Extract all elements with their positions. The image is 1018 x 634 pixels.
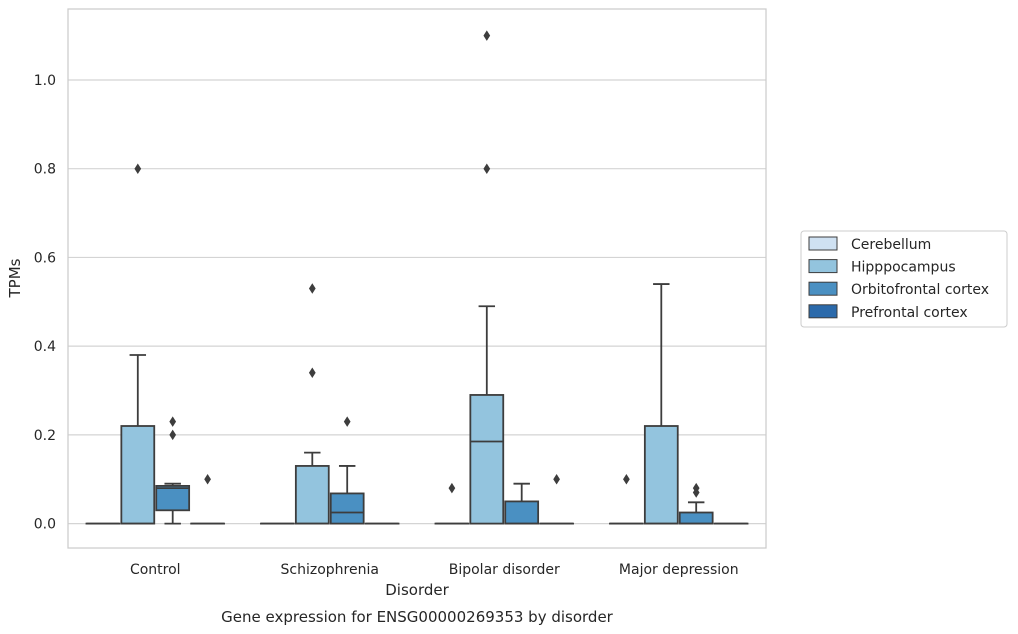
box-orbitofrontal-cortex [504,482,540,525]
box-cerebellum [434,482,470,525]
outlier-point [448,482,456,494]
y-tick-label: 0.8 [34,162,56,178]
outlier-point [204,473,211,485]
plot-frame [67,8,767,549]
box-orbitofrontal-cortex [155,416,191,525]
y-tick-label: 0.4 [34,339,56,355]
box-hipppocampus [294,283,330,525]
box-hipppocampus [643,283,679,525]
box-body [678,511,714,525]
box-prefrontal-cortex [539,473,574,525]
x-axis-ticks: Control Schizophrenia Bipolar disorder Majo… [130,562,739,578]
box-cerebellum [609,473,644,525]
legend: Cerebellum Hipppocampus Orbitofrontal cort… [800,230,1008,328]
outlier-point [134,163,142,174]
outlier-point [343,416,351,427]
outlier-point [308,283,316,294]
box-body [120,425,156,525]
y-tick-label: 0.6 [34,250,56,266]
y-tick-label: 0.2 [34,428,56,444]
legend-label: Orbitofrontal cortex [851,282,989,298]
box-plot-marks [85,30,749,525]
x-axis-label: Disorder [385,581,449,599]
box-hipppocampus [120,163,156,525]
box-hipppocampus [469,30,505,525]
box-prefrontal-cortex [190,473,225,525]
legend-frame [800,230,1008,328]
x-tick-label: Bipolar disorder [449,562,560,578]
legend-swatch [808,259,838,274]
x-tick-label: Schizophrenia [281,562,379,578]
box-body [155,484,191,512]
y-axis-ticks: 0.0 0.2 0.4 0.6 0.8 1.0 [34,73,56,533]
legend-label: Hipppocampus [851,260,956,276]
box-body [469,394,505,525]
box-orbitofrontal-cortex [329,416,365,525]
x-tick-label: Control [130,562,181,578]
legend-swatch [808,236,838,251]
y-tick-label: 0.0 [34,517,56,533]
box-body [329,492,365,525]
outlier-point [692,482,700,494]
legend-label: Prefrontal cortex [851,305,968,321]
outlier-point [308,367,316,379]
outlier-point [553,473,560,485]
box-body [504,500,540,525]
chart-caption: Gene expression for ENSG00000269353 by d… [221,608,614,626]
outlier-point [169,416,177,427]
box-body [294,465,330,525]
outlier-point [483,30,491,41]
legend-swatch [808,281,838,296]
y-axis-label: TPMs [6,258,24,298]
outlier-point [623,473,630,485]
legend-label: Cerebellum [851,237,931,253]
box-body [643,425,679,525]
y-tick-label: 1.0 [34,73,56,89]
outlier-point [169,429,177,441]
box-orbitofrontal-cortex [678,482,714,525]
legend-swatch [808,304,838,319]
x-tick-label: Major depression [619,562,739,578]
outlier-point [483,163,491,174]
